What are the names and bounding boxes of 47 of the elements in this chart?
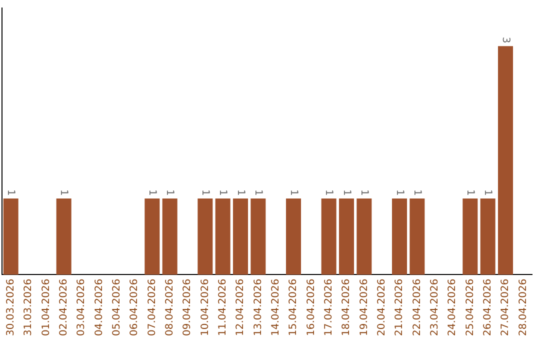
x-tick-label: 10.04.2026 xyxy=(200,278,211,336)
x-tick-label: 31.03.2026 xyxy=(23,278,34,336)
data-label: 1 xyxy=(394,189,405,196)
x-tick-label: 03.04.2026 xyxy=(76,278,88,336)
data-label: 1 xyxy=(146,189,158,196)
x-tick-label: 22.04.2026 xyxy=(412,278,423,336)
x-tick-label: 08.04.2026 xyxy=(164,278,176,336)
x-tick-label: 13.04.2026 xyxy=(252,278,264,336)
data-label: 1 xyxy=(58,189,70,196)
x-tick-label: 27.04.2026 xyxy=(500,278,512,336)
x-tick-label: 07.04.2026 xyxy=(146,278,158,336)
data-label: 1 xyxy=(200,189,211,196)
x-tick-label: 12.04.2026 xyxy=(235,278,246,336)
x-tick-label: 04.04.2026 xyxy=(94,278,105,336)
data-label: 1 xyxy=(358,189,370,196)
x-tick-label: 01.04.2026 xyxy=(40,278,52,336)
data-label: 1 xyxy=(482,189,494,196)
data-label: 1 xyxy=(464,189,476,196)
x-tick-label: 14.04.2026 xyxy=(270,278,282,336)
x-tick-label: 02.04.2026 xyxy=(58,278,70,336)
x-tick-label: 24.04.2026 xyxy=(447,278,458,336)
data-label: 1 xyxy=(164,189,176,196)
x-tick-label: 21.04.2026 xyxy=(394,278,406,336)
x-tick-label: 19.04.2026 xyxy=(358,278,370,336)
x-tick-label: 17.04.2026 xyxy=(323,278,334,336)
data-label: 1 xyxy=(252,189,264,196)
x-tick-label: 16.04.2026 xyxy=(306,278,317,336)
x-tick-label: 30.03.2026 xyxy=(5,278,16,336)
data-label: 1 xyxy=(323,189,334,196)
x-tick-label: 15.04.2026 xyxy=(288,278,300,336)
x-tick-label: 28.04.2026 xyxy=(518,278,529,336)
x-tick-label: 20.04.2026 xyxy=(376,278,388,336)
data-label: 1 xyxy=(412,189,423,196)
x-tick-label: 06.04.2026 xyxy=(129,278,140,336)
data-label: 1 xyxy=(234,189,246,196)
data-label: 1 xyxy=(340,189,352,196)
data-label: 1 xyxy=(5,189,16,196)
x-tick-label: 25.04.2026 xyxy=(464,278,476,336)
x-tick-label: 23.04.2026 xyxy=(429,278,440,336)
x-tick-label: 18.04.2026 xyxy=(341,278,352,336)
x-tick-label: 05.04.2026 xyxy=(111,278,122,336)
data-label: 3 xyxy=(500,36,511,44)
data-label: 1 xyxy=(217,189,228,196)
data-label: 1 xyxy=(288,189,299,196)
x-tick-label: 26.04.2026 xyxy=(482,278,494,336)
x-tick-label: 09.04.2026 xyxy=(182,278,194,336)
x-tick-label: 11.04.2026 xyxy=(217,278,228,336)
